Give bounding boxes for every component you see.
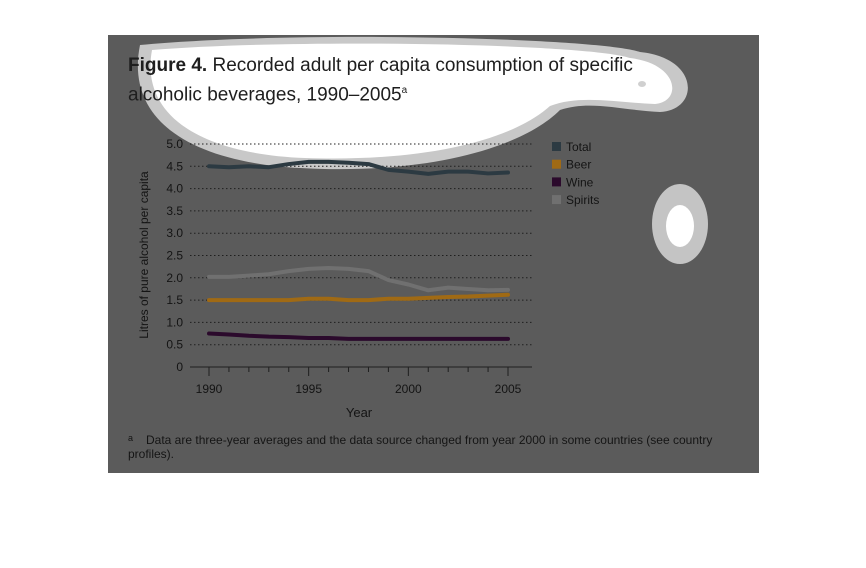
- legend-swatch-beer: [552, 159, 561, 169]
- smear-dot: [638, 81, 646, 87]
- figure-label: Figure 4.: [128, 55, 208, 76]
- y-tick-label: 1.5: [166, 293, 183, 307]
- y-tick-label: 2.0: [166, 271, 183, 285]
- smear-inner: [150, 43, 673, 159]
- series-lines: [207, 159, 510, 341]
- footnote-text: Data are three-year averages and the dat…: [128, 433, 713, 461]
- series-line-wine: [207, 331, 510, 341]
- title-text: Recorded adult per capita consumption of…: [128, 55, 633, 106]
- x-tick-label: 1990: [196, 382, 223, 396]
- y-tick-label: 3.5: [166, 204, 183, 218]
- x-tick-labels: 1990 1995 2000 2005: [196, 382, 522, 396]
- legend-swatch-wine: [552, 177, 561, 187]
- x-tick-label: 1995: [295, 382, 322, 396]
- legend: Total Beer Wine Spirits: [552, 140, 599, 207]
- axes: [190, 366, 532, 376]
- legend-label-wine: Wine: [566, 175, 594, 189]
- chart-title: Figure 4. Recorded adult per capita cons…: [128, 53, 648, 107]
- series-line-total: [207, 159, 510, 176]
- legend-swatch-spirits: [552, 195, 561, 205]
- legend-swatch-total: [552, 142, 561, 151]
- footnote: a Data are three-year averages and the da…: [128, 433, 748, 461]
- x-axis-label: Year: [346, 405, 373, 420]
- y-tick-label: 5.0: [166, 137, 183, 151]
- y-tick-label: 0.5: [166, 338, 183, 352]
- legend-label-beer: Beer: [566, 158, 591, 172]
- y-tick-label: 3.0: [166, 226, 183, 240]
- y-tick-labels: 0 0.5 1.0 1.5 2.0 2.5 3.0 3.5 4.0 4.5 5.0: [166, 137, 183, 374]
- y-axis-label: Litres of pure alcohol per capita: [137, 171, 151, 339]
- y-tick-label: 4.0: [166, 182, 183, 196]
- footnote-marker: a: [128, 433, 134, 443]
- y-tick-label: 2.5: [166, 249, 183, 263]
- y-tick-label: 0: [176, 360, 183, 374]
- y-tick-label: 4.5: [166, 159, 183, 173]
- series-line-spirits: [207, 265, 510, 293]
- smear-ring-inner: [666, 205, 694, 247]
- x-tick-label: 2005: [495, 382, 522, 396]
- legend-label-total: Total: [566, 140, 591, 154]
- series-line-beer: [207, 292, 510, 303]
- x-tick-label: 2000: [395, 382, 422, 396]
- y-tick-label: 1.0: [166, 315, 183, 329]
- title-superscript: a: [401, 85, 408, 96]
- legend-label-spirits: Spirits: [566, 193, 599, 207]
